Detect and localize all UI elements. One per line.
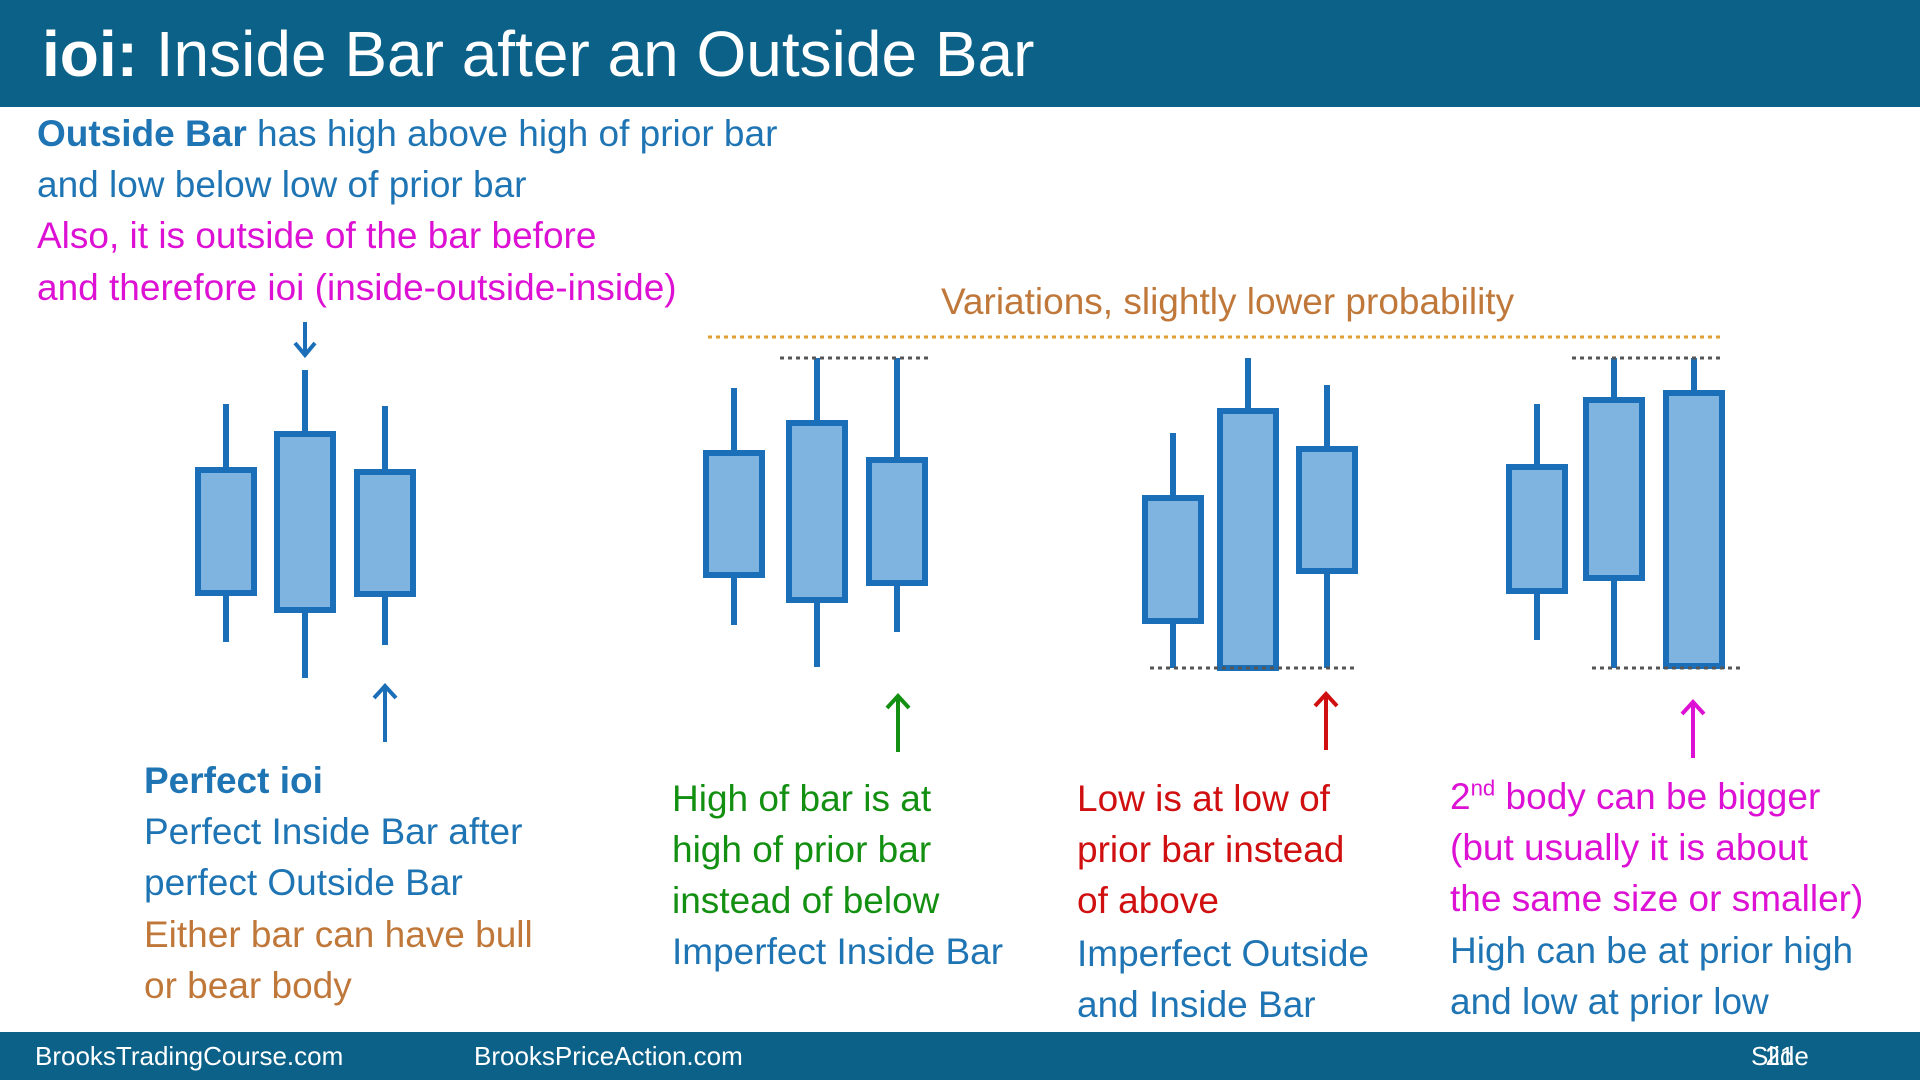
candle-4b: [1583, 358, 1645, 668]
panel1-line: perfect Outside Bar: [144, 862, 463, 903]
panel4-ordinal: 2: [1450, 776, 1471, 817]
slide-number: Slide 21: [1751, 1032, 1809, 1080]
candle-1c: [354, 406, 416, 645]
candle-3b: [1217, 358, 1279, 671]
footer-mid-link[interactable]: BrooksPriceAction.com: [474, 1041, 743, 1071]
title-prefix: ioi:: [42, 18, 138, 90]
candle-1a: [195, 404, 257, 642]
candle-3c: [1296, 385, 1358, 668]
panel4-line: 2nd body can be bigger: [1450, 771, 1820, 822]
intro-bold: Outside Bar: [37, 113, 247, 154]
panel4-line: the same size or smaller): [1450, 878, 1864, 919]
panel4-line1-rest: body can be bigger: [1495, 776, 1821, 817]
panel2-line: high of prior bar: [672, 829, 932, 870]
panel4-line: and low at prior low: [1450, 981, 1769, 1022]
panel3-line: and Inside Bar: [1077, 984, 1316, 1025]
arrow-up-icon: [372, 683, 398, 742]
panel1-extra: Either bar can have bull: [144, 914, 533, 955]
panel2-line: Imperfect Inside Bar: [672, 931, 1004, 972]
title-text: Inside Bar after an Outside Bar: [155, 18, 1035, 90]
title-bar: ioi: Inside Bar after an Outside Bar: [0, 0, 1920, 107]
panel3-line: of above: [1077, 880, 1219, 921]
panel2-line: instead of below: [672, 880, 940, 921]
candle-4a: [1506, 404, 1568, 640]
arrow-up-icon: [885, 693, 911, 752]
panel3-line: Low is at low of: [1077, 778, 1330, 819]
footer-bar: BrooksTradingCourse.com BrooksPriceActio…: [0, 1032, 1920, 1080]
panel4-line: (but usually it is about: [1450, 827, 1808, 868]
intro-line-4: and therefore ioi (inside-outside-inside…: [37, 267, 677, 308]
intro-line-1: Outside Bar has high above high of prior…: [37, 108, 777, 159]
intro-line-1-rest: has high above high of prior bar: [246, 113, 778, 154]
arrow-up-icon: [1680, 699, 1706, 758]
candle-3a: [1142, 433, 1204, 668]
arrow-down-icon: [293, 322, 317, 359]
panel3-line: Imperfect Outside: [1077, 933, 1370, 974]
variations-label: Variations, slightly lower probability: [941, 281, 1515, 322]
candle-2c: [866, 358, 928, 632]
panel1-heading: Perfect ioi: [144, 760, 323, 801]
panel4-line: High can be at prior high: [1450, 930, 1854, 971]
panel2-line: High of bar is at: [672, 778, 932, 819]
candle-4c: [1663, 358, 1725, 669]
footer-left-link[interactable]: BrooksTradingCourse.com: [35, 1041, 344, 1071]
intro-line-2: and low below low of prior bar: [37, 164, 527, 205]
slide-label: Slide: [1751, 1041, 1809, 1071]
arrow-up-icon: [1313, 691, 1339, 750]
slide-num: 21: [1765, 1041, 1795, 1071]
candle-2b: [786, 358, 848, 667]
candle-2a: [703, 388, 765, 625]
slide-title: ioi: Inside Bar after an Outside Bar: [42, 14, 1034, 94]
panel3-line: prior bar instead: [1077, 829, 1345, 870]
intro-line-3: Also, it is outside of the bar before: [37, 215, 597, 256]
panel1-line: Perfect Inside Bar after: [144, 811, 523, 852]
candle-1b: [274, 370, 336, 678]
panel1-extra: or bear body: [144, 965, 352, 1006]
panel4-ordinal-suffix: nd: [1470, 775, 1496, 801]
